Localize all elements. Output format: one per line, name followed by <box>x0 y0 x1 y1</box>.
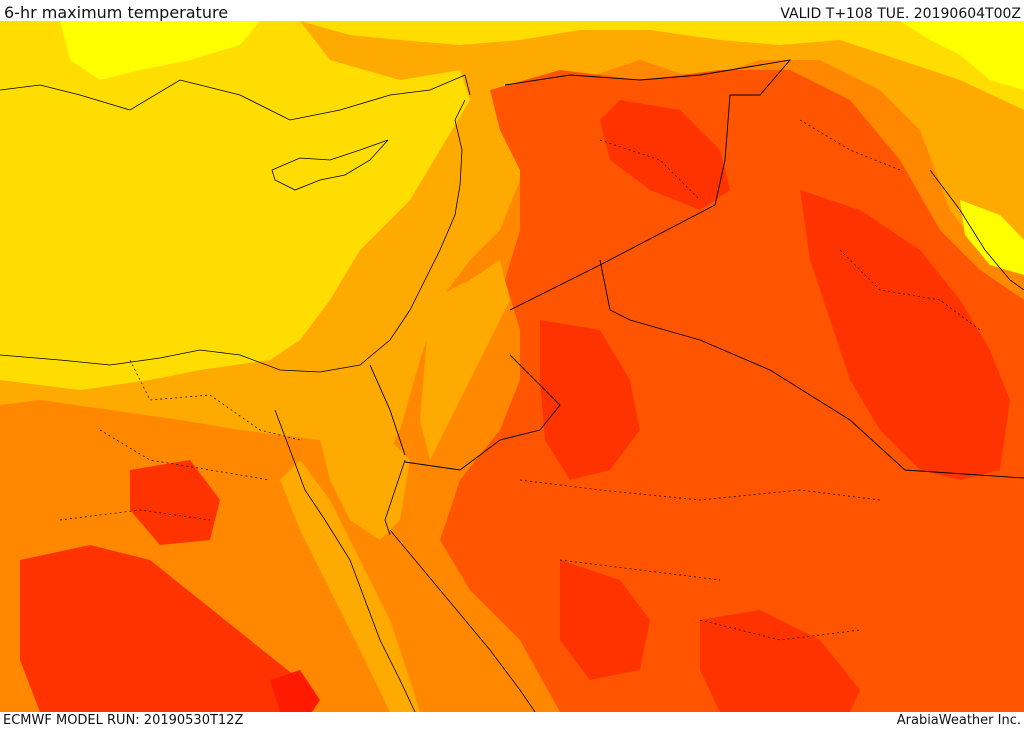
border-syria-iraq <box>504 59 792 206</box>
valid-time-label: VALID T+108 TUE. 20190604T00Z <box>780 6 1021 22</box>
border-egypt-israel <box>369 364 406 456</box>
mediterranean-coastline <box>0 99 466 373</box>
field-red-saudi <box>560 560 650 680</box>
field-deep-red <box>270 670 320 712</box>
field-yellow-bright-2 <box>900 21 1024 90</box>
persian-gulf-coast <box>929 169 1024 291</box>
dotted-boundaries <box>59 119 981 641</box>
cyprus-outline <box>271 139 389 191</box>
field-red-egypt <box>20 545 310 712</box>
field-red-east <box>700 610 860 712</box>
redsea-west-coast <box>274 409 416 712</box>
field-red-egypt-2 <box>130 460 220 545</box>
field-yellow-bright-1 <box>60 21 260 80</box>
field-amber-levant <box>420 260 510 460</box>
border-jordan-iraq <box>599 259 1024 479</box>
field-amber-redsea <box>280 460 420 712</box>
map-canvas <box>0 21 1024 712</box>
footer-bar: ECMWF MODEL RUN: 20190530T12Z ArabiaWeat… <box>0 712 1024 729</box>
redsea-east-coast <box>389 529 536 712</box>
anatolia-coastline <box>0 74 471 121</box>
map-title: 6-hr maximum temperature <box>4 3 229 22</box>
field-yellow-north <box>300 21 1024 110</box>
field-red-jordan <box>540 320 640 480</box>
field-red-syria <box>600 100 730 210</box>
header-bar: 6-hr maximum temperature VALID T+108 TUE… <box>0 0 1024 22</box>
field-yellow-west <box>0 21 470 390</box>
border-jordan-saudi <box>404 354 561 471</box>
model-run-label: ECMWF MODEL RUN: 20190530T12Z <box>3 713 244 728</box>
field-red-iraq <box>800 190 1010 480</box>
border-iraq-saudi <box>509 204 716 311</box>
gulf-of-aqaba <box>384 459 406 536</box>
temperature-map[interactable] <box>0 21 1024 712</box>
credit-label: ArabiaWeather Inc. <box>896 713 1021 728</box>
field-yellow-bright-3 <box>960 200 1024 275</box>
